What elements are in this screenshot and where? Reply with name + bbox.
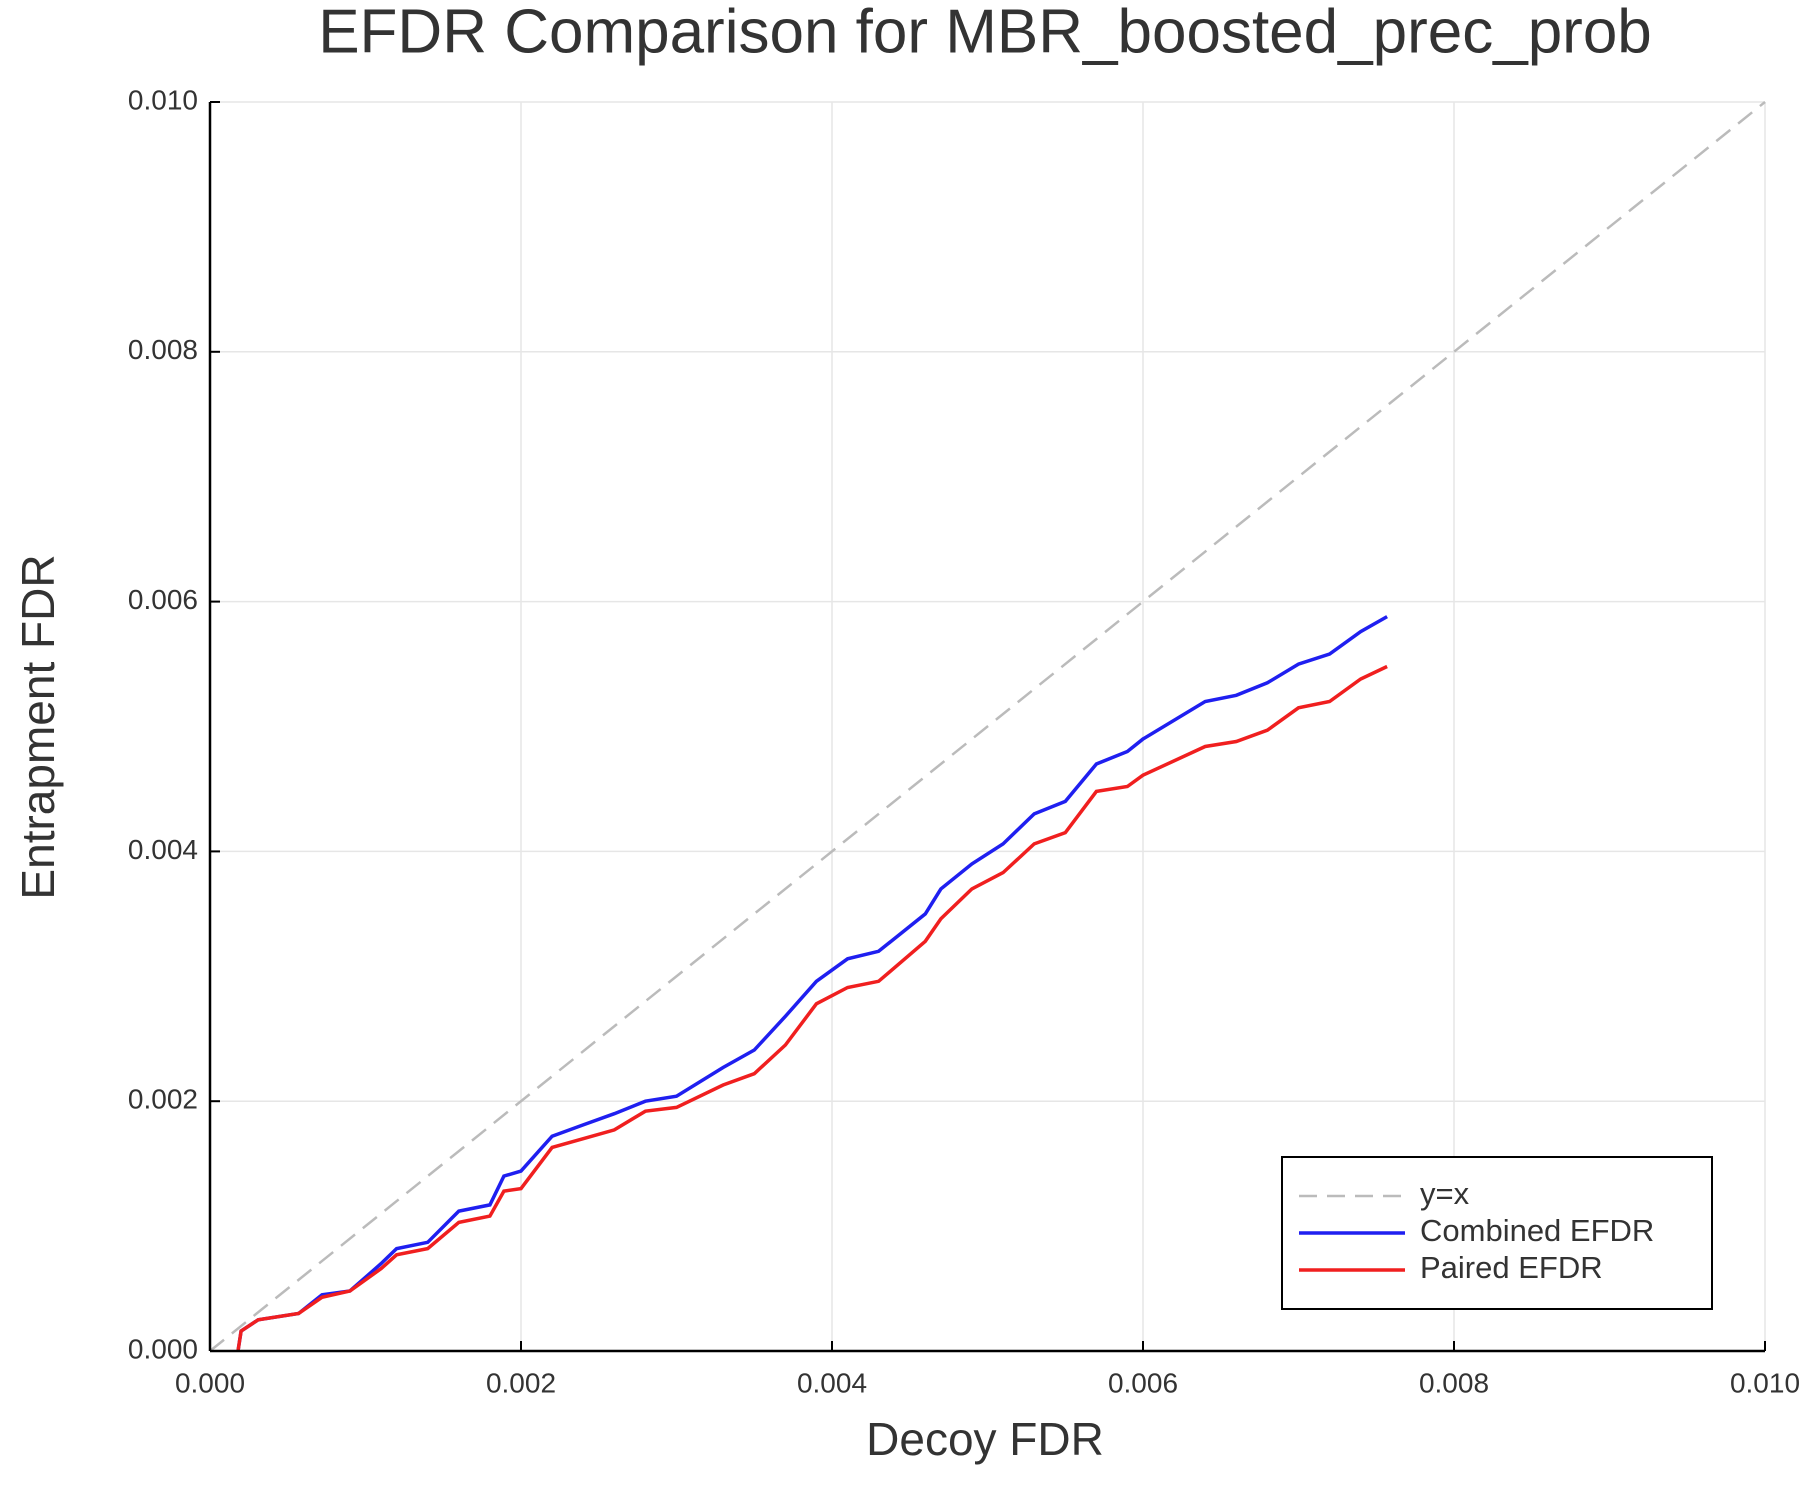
series-line xyxy=(209,101,1766,1352)
x-tick-label: 0.008 xyxy=(1419,1367,1489,1398)
legend-label: y=x xyxy=(1420,1176,1470,1211)
x-tick-label: 0.004 xyxy=(797,1367,867,1398)
series-line xyxy=(236,664,1388,1352)
chart-title: EFDR Comparison for MBR_boosted_prec_pro… xyxy=(318,0,1652,66)
y-tick-label: 0.004 xyxy=(128,834,198,865)
y-tick-label: 0.000 xyxy=(128,1333,198,1364)
y-tick-label: 0.010 xyxy=(128,84,198,115)
y-axis-label: Entrapment FDR xyxy=(12,554,64,899)
x-tick-label: 0.000 xyxy=(175,1367,245,1398)
x-tick-label: 0.002 xyxy=(486,1367,556,1398)
plot-area xyxy=(209,101,1766,1352)
legend-label: Paired EFDR xyxy=(1420,1250,1603,1285)
y-tick-label: 0.008 xyxy=(128,334,198,365)
x-axis-label: Decoy FDR xyxy=(866,1413,1104,1465)
series-line xyxy=(236,615,1388,1352)
x-tick-label: 0.006 xyxy=(1108,1367,1178,1398)
axes: 0.000 0.002 0.004 0.006 0.008 0.010 0.000 0.002… xyxy=(128,84,1800,1398)
legend-label: Combined EFDR xyxy=(1420,1213,1654,1248)
y-tick-label: 0.006 xyxy=(128,584,198,615)
x-tick-label: 0.010 xyxy=(1730,1367,1800,1398)
y-tick-label: 0.002 xyxy=(128,1084,198,1115)
